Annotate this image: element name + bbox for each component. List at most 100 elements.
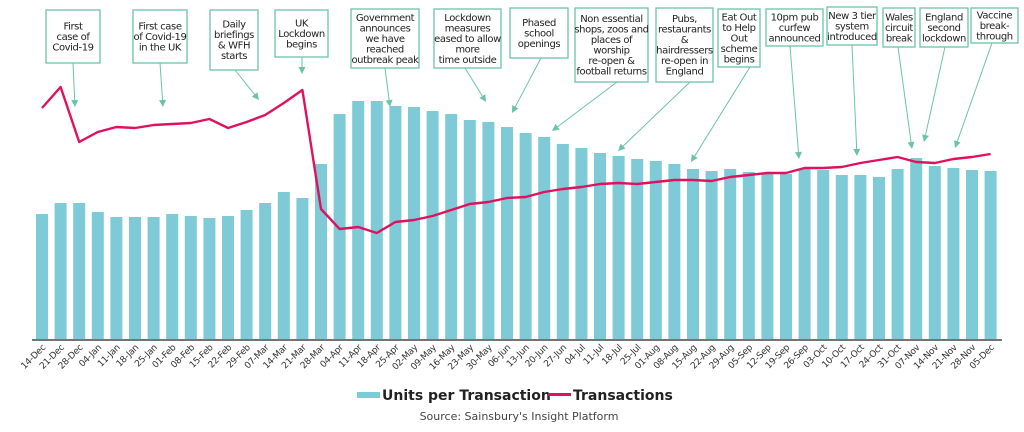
- bar-01-Aug: [649, 161, 662, 339]
- annotation-box: [717, 8, 761, 68]
- annotation-text: more: [455, 44, 480, 55]
- annotation-box: [655, 7, 714, 83]
- bar-31-Oct: [891, 169, 904, 339]
- arrowhead-icon: [954, 140, 961, 148]
- bar-12-Sep: [761, 174, 774, 339]
- bar-04-Apr: [333, 114, 346, 339]
- bar-11-Jul: [594, 153, 606, 339]
- bar-15-Aug: [687, 169, 699, 339]
- legend-label-transactions: Transactions: [573, 388, 673, 404]
- arrowhead-icon: [385, 99, 393, 107]
- bar-18-Jul: [612, 156, 625, 339]
- bar-20-Jun: [538, 137, 551, 339]
- x-tick-label: 18-Jul: [600, 343, 624, 367]
- annotation-text: announces: [360, 23, 411, 34]
- legend-swatch-transactions: [548, 393, 571, 396]
- arrowhead-icon: [512, 105, 519, 113]
- annotation-box: [45, 9, 101, 64]
- legend: Units per Transaction Transactions: [357, 388, 673, 404]
- arrowhead-icon: [479, 94, 486, 102]
- bar-14-Dec: [36, 214, 48, 339]
- annotation-text: First case: [138, 21, 181, 32]
- bar-23-May: [463, 120, 476, 339]
- annotation-text: Pubs,: [672, 14, 697, 25]
- arrowhead-icon: [71, 99, 79, 107]
- annotation-arrow-line: [851, 44, 858, 150]
- annotation-text: Out: [731, 33, 748, 44]
- bar-03-Oct: [817, 170, 830, 339]
- annotation-text: Eat Out: [722, 12, 757, 23]
- arrowhead-icon: [691, 154, 698, 162]
- annotation-arrow-line: [925, 46, 946, 136]
- x-tick-label: 11-Jul: [582, 343, 606, 367]
- annotation-text: Vaccine: [977, 10, 1013, 21]
- annotation-text: restaurants: [658, 25, 711, 36]
- bar-27-Jun: [556, 144, 569, 339]
- legend-swatch-units: [357, 392, 380, 398]
- bar-22-Feb: [222, 216, 234, 339]
- bar-11-Apr: [352, 101, 365, 339]
- annotation-text: First: [63, 21, 83, 32]
- annotation-text: UK: [295, 18, 309, 29]
- annotation-text: football returns: [576, 67, 646, 78]
- bar-08-Aug: [668, 164, 681, 339]
- arrowhead-icon: [552, 123, 560, 131]
- annotation-text: begins: [724, 54, 755, 65]
- annotation-text: introduced: [827, 32, 877, 43]
- annotation-arrow-line: [234, 69, 256, 95]
- line-layer: [41, 85, 991, 235]
- transactions-line: [41, 85, 991, 235]
- bar-04-Jan: [91, 212, 104, 339]
- annotation-text: Phased: [522, 18, 556, 29]
- annotation-text: case of: [56, 32, 90, 43]
- annotation-text: hairdressers: [656, 46, 713, 57]
- bar-10-Oct: [835, 175, 848, 339]
- annotation-arrow-line: [897, 46, 912, 143]
- annotation-text: re-open &: [588, 56, 635, 67]
- annotation-text: Lockdown: [444, 13, 491, 24]
- bar-04-Jul: [575, 148, 588, 339]
- arrowhead-icon: [907, 141, 915, 149]
- annotation-arrow-line: [159, 62, 164, 101]
- annotation-text: starts: [221, 51, 247, 62]
- bar-09-May: [426, 111, 439, 339]
- annotation-text: scheme: [721, 44, 758, 55]
- bars-layer: [36, 101, 997, 339]
- annotation-arrow-line: [72, 62, 76, 101]
- annotation-arrow-line: [789, 45, 799, 153]
- annotation-text: break-: [980, 21, 1010, 32]
- bar-18-Apr: [370, 101, 383, 339]
- annotation-text: Lockdown: [278, 29, 325, 40]
- bar-16-May: [445, 114, 458, 339]
- bar-15-Feb: [203, 218, 216, 339]
- bar-25-Jul: [631, 159, 644, 339]
- annotation-arrow-line: [514, 57, 542, 108]
- bar-07-Mar: [259, 203, 272, 339]
- bar-21-Mar: [296, 198, 309, 339]
- annotation-text: Daily: [222, 20, 246, 31]
- annotation-box: [765, 8, 824, 47]
- annotation-text: reached: [366, 44, 404, 55]
- annotation-box: [574, 7, 649, 83]
- annotation-text: Government: [356, 13, 415, 24]
- bar-14-Mar: [277, 192, 290, 339]
- bar-21-Nov: [947, 168, 960, 339]
- annotation-text: England: [666, 67, 704, 78]
- bar-28-Dec: [73, 203, 86, 339]
- annotation-text: New 3 tier: [828, 11, 877, 22]
- annotation-text: circuit: [885, 23, 913, 34]
- annotation-arrow-line: [622, 81, 691, 147]
- annotation-arrow-line: [694, 66, 751, 157]
- arrowhead-icon: [251, 92, 259, 100]
- annotation-text: curfew: [779, 23, 811, 34]
